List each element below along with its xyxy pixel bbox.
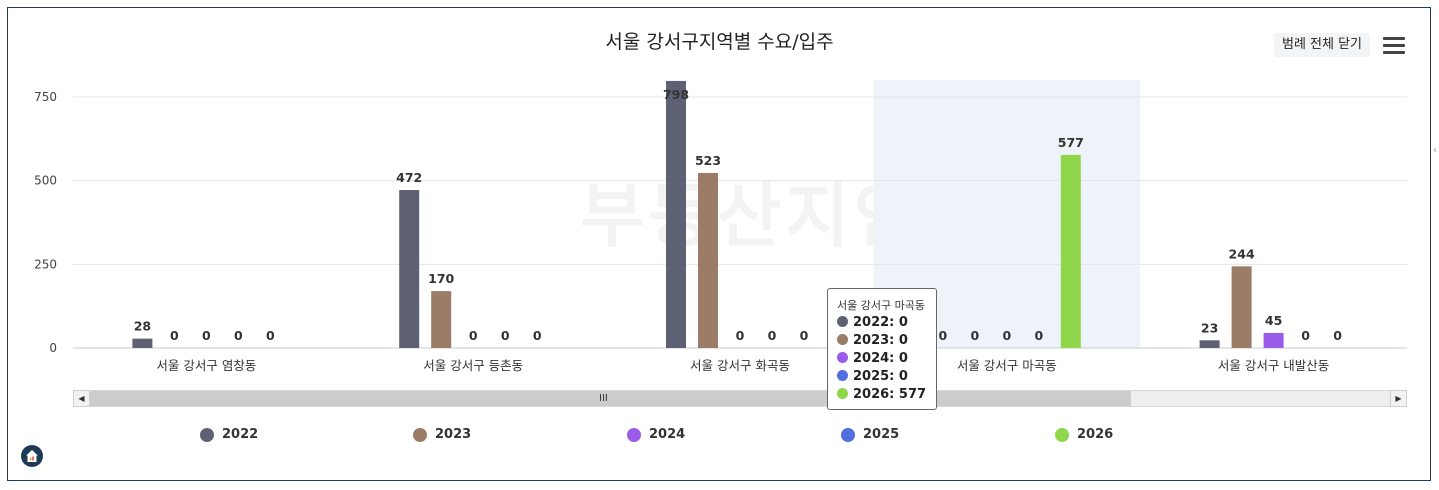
data-label-2024: 0 <box>1002 328 1011 343</box>
tooltip-marker <box>837 370 848 381</box>
tooltip-marker <box>837 334 848 345</box>
tooltip-value: 2026: 577 <box>853 387 927 402</box>
tooltip-marker <box>837 316 848 327</box>
bar-2022 <box>399 190 420 348</box>
data-label-2026: 0 <box>1333 328 1342 343</box>
bar-2023 <box>698 172 718 348</box>
data-label-2022: 0 <box>938 328 947 343</box>
data-label-2022: 28 <box>134 319 151 334</box>
data-label-2026: 0 <box>266 328 275 343</box>
scrollbar-grip: III <box>599 393 608 404</box>
home-icon[interactable] <box>21 445 43 467</box>
legend-label: 2026 <box>1077 427 1114 442</box>
x-category-label: 서울 강서구 등촌동 <box>423 358 523 373</box>
legend-label: 2022 <box>222 427 259 442</box>
bar-2024 <box>1263 332 1284 348</box>
data-label-2023: 0 <box>970 328 979 343</box>
data-label-2026: 0 <box>800 328 809 343</box>
watermark: 부동산지인 <box>580 160 922 261</box>
data-label-2023: 523 <box>695 153 721 168</box>
chart-plot: 0 250 500 750 28 0 0 0 0 서울 강서구 염창동 472 170 0 0 0 서울 강서… <box>34 80 1407 373</box>
bar-2022 <box>666 80 686 348</box>
bar-2026 <box>1060 154 1081 348</box>
data-label-2025: 0 <box>768 328 777 343</box>
x-category-label: 서울 강서구 내발산동 <box>1218 358 1329 373</box>
data-label-2026: 0 <box>533 328 542 343</box>
legend-label: 2025 <box>863 427 900 442</box>
legend-label: 2024 <box>649 427 686 442</box>
bar-2023 <box>1231 266 1252 348</box>
data-label-2026: 577 <box>1058 135 1084 150</box>
data-label-2025: 0 <box>1301 328 1310 343</box>
scroll-left-button[interactable]: ◀ <box>73 390 90 407</box>
data-label-2024: 0 <box>736 328 745 343</box>
data-label-2022: 798 <box>663 87 689 102</box>
side-marker: ‹ <box>1433 145 1437 156</box>
tooltip-row: 2026: 577 <box>837 386 926 404</box>
tooltip-marker <box>837 388 848 399</box>
data-label-2023: 0 <box>170 328 179 343</box>
data-label-2022: 472 <box>396 170 422 185</box>
scroll-right-button[interactable]: ▶ <box>1390 390 1407 407</box>
data-label-2024: 0 <box>202 328 211 343</box>
chart-title: 서울 강서구지역별 수요/입주 <box>605 31 834 53</box>
legend-marker <box>200 428 214 442</box>
tooltip-value: 2024: 0 <box>853 351 908 366</box>
tooltip-value: 2025: 0 <box>853 369 908 384</box>
tooltip-row: 2022: 0 <box>837 314 908 332</box>
hamburger-menu-icon[interactable] <box>1383 37 1405 55</box>
y-tick-label: 250 <box>34 257 57 271</box>
tooltip-header: 서울 강서구 마곡동 <box>837 299 925 312</box>
tooltip-value: 2022: 0 <box>853 315 908 330</box>
y-tick-label: 500 <box>34 174 57 188</box>
data-label-2022: 23 <box>1201 320 1218 335</box>
y-tick-label: 750 <box>34 90 57 104</box>
legend-label: 2023 <box>435 427 472 442</box>
bar-2023 <box>431 291 452 348</box>
tooltip-value: 2023: 0 <box>853 333 908 348</box>
data-label-2024: 0 <box>469 328 478 343</box>
bar-2022 <box>1199 340 1220 348</box>
data-label-2025: 0 <box>234 328 243 343</box>
scrollbar-thumb[interactable] <box>89 391 1131 406</box>
tooltip: 서울 강서구 마곡동 2022: 0 2023: 0 2024: 0 2025: 0 2… <box>827 288 937 410</box>
legend-marker <box>413 428 427 442</box>
legend-marker <box>627 428 641 442</box>
bar-2022 <box>132 338 153 348</box>
y-tick-label: 0 <box>49 341 57 355</box>
tooltip-row: 2024: 0 <box>837 350 908 368</box>
x-category-label: 서울 강서구 염창동 <box>156 358 256 373</box>
tooltip-row: 2025: 0 <box>837 368 908 386</box>
data-label-2023: 244 <box>1229 246 1255 261</box>
legend-marker <box>1055 428 1069 442</box>
data-label-2025: 0 <box>1034 328 1043 343</box>
legend: 2022 2023 2024 2025 2026 <box>0 424 1439 446</box>
legend-marker <box>841 428 855 442</box>
legend-toggle-button[interactable]: 범례 전체 닫기 <box>1274 33 1370 57</box>
data-label-2023: 170 <box>428 271 454 286</box>
data-label-2025: 0 <box>501 328 510 343</box>
tooltip-marker <box>837 352 848 363</box>
data-label-2024: 45 <box>1265 313 1282 328</box>
x-category-label: 서울 강서구 화곡동 <box>690 358 790 373</box>
tooltip-row: 2023: 0 <box>837 332 908 350</box>
x-category-label: 서울 강서구 마곡동 <box>957 358 1057 373</box>
